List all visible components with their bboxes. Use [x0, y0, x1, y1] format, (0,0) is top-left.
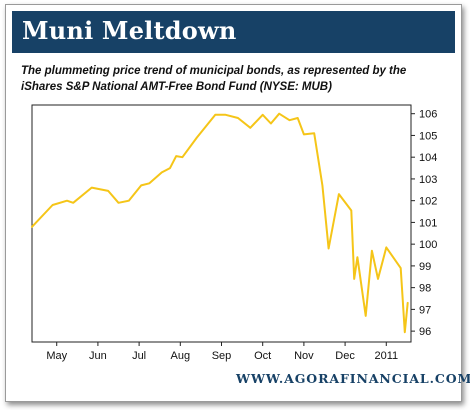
y-tick-label: 100 [419, 239, 437, 251]
x-tick-label: Jun [89, 350, 107, 362]
y-tick-label: 99 [419, 261, 431, 273]
y-tick-label: 102 [419, 196, 437, 208]
x-tick-label: Jul [132, 350, 146, 362]
footer-url[interactable]: WWW.AGORAFINANCIAL.COM [236, 371, 470, 386]
price-chart: May Jun Jul Aug Sep Oct Nov Dec 2011 96 97 98 99 100 1… [31, 104, 437, 362]
x-tick-label: Oct [254, 350, 271, 362]
y-tick-label: 105 [419, 130, 437, 142]
y-tick-label: 98 [419, 283, 431, 295]
y-tick-label: 106 [419, 109, 437, 121]
x-tick-label: Sep [212, 350, 232, 362]
x-tick-label: Dec [335, 350, 355, 362]
y-tick-label: 104 [419, 152, 437, 164]
y-tick-label: 97 [419, 304, 431, 316]
y-tick-label: 96 [419, 326, 431, 338]
x-tick-label: 2011 [374, 350, 398, 362]
chart-title: Muni Meltdown [22, 16, 237, 45]
chart-subtitle: The plummeting price trend of municipal … [21, 65, 407, 93]
title-banner: Muni Meltdown [12, 11, 455, 53]
plot-frame [31, 104, 412, 343]
chart-card: Muni Meltdown The plummeting price trend… [5, 4, 470, 402]
x-tick-label: May [46, 350, 67, 362]
y-tick-label: 101 [419, 217, 437, 229]
y-tick-label: 103 [419, 174, 437, 186]
x-tick-label: Aug [171, 350, 191, 362]
price-line [31, 112, 409, 334]
x-tick-label: Nov [294, 350, 314, 362]
